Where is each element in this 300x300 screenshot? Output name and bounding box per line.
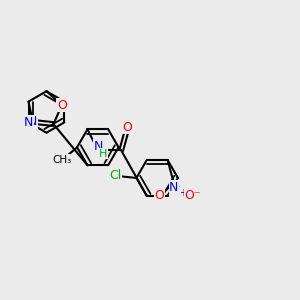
- Text: N: N: [24, 116, 33, 129]
- Text: H: H: [99, 149, 107, 159]
- Text: O: O: [154, 189, 164, 203]
- Text: O⁻: O⁻: [184, 189, 201, 203]
- Text: N: N: [169, 181, 178, 194]
- Text: N: N: [93, 140, 103, 153]
- Text: N: N: [28, 116, 38, 128]
- Text: +: +: [179, 188, 187, 197]
- Text: O: O: [123, 121, 133, 134]
- Text: N: N: [24, 116, 33, 129]
- Text: N: N: [28, 116, 38, 128]
- Text: Cl: Cl: [109, 169, 122, 182]
- Text: CH₃: CH₃: [53, 155, 72, 165]
- Text: O: O: [57, 99, 67, 112]
- Text: O: O: [57, 99, 67, 112]
